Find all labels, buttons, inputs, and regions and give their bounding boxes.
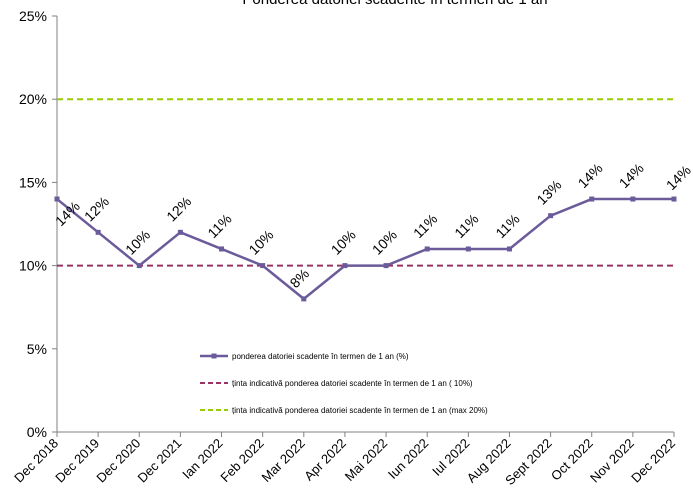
data-label: 10% bbox=[328, 227, 359, 258]
x-tick-label: Dec 2021 bbox=[135, 436, 185, 486]
data-point bbox=[342, 263, 348, 269]
x-tick-label: Apr 2022 bbox=[301, 436, 349, 484]
data-point bbox=[506, 246, 512, 252]
x-tick-label: Dec 2018 bbox=[11, 436, 61, 486]
y-tick-label: 5% bbox=[27, 341, 47, 357]
data-label: 13% bbox=[533, 177, 564, 208]
data-point bbox=[671, 196, 677, 202]
y-tick-label: 0% bbox=[27, 424, 47, 440]
data-point bbox=[177, 229, 183, 235]
data-label: 14% bbox=[575, 160, 606, 191]
data-label: 10% bbox=[369, 227, 400, 258]
data-label: 14% bbox=[52, 198, 83, 229]
data-label: 11% bbox=[410, 211, 440, 241]
data-label: 12% bbox=[81, 193, 112, 224]
data-label: 14% bbox=[663, 162, 693, 193]
data-label: 11% bbox=[204, 211, 234, 241]
x-tick-label: Nov 2022 bbox=[587, 436, 637, 486]
data-point bbox=[548, 213, 554, 219]
legend-label: ținta indicativă ponderea datoriei scade… bbox=[232, 406, 488, 415]
legend-marker bbox=[211, 353, 217, 359]
data-point bbox=[301, 296, 307, 302]
data-point bbox=[424, 246, 430, 252]
y-tick-label: 15% bbox=[19, 174, 47, 190]
data-point bbox=[589, 196, 595, 202]
x-tick-label: Dec 2020 bbox=[93, 436, 143, 486]
data-point bbox=[630, 196, 636, 202]
series-line bbox=[56, 197, 674, 301]
x-tick-label: Iun 2022 bbox=[385, 436, 431, 482]
data-point bbox=[54, 196, 60, 202]
x-tick-label: Mai 2022 bbox=[342, 436, 390, 484]
x-tick-label: Feb 2022 bbox=[217, 436, 266, 485]
data-point bbox=[383, 263, 389, 269]
y-tick-label: 25% bbox=[19, 8, 47, 24]
chart-title: Ponderea datoriei scadente în termen de … bbox=[242, 0, 547, 8]
data-point bbox=[95, 229, 101, 235]
x-tick-label: Dec 2019 bbox=[52, 436, 102, 486]
legend-label: ponderea datoriei scadente în termen de … bbox=[232, 352, 409, 361]
y-tick-label: 10% bbox=[19, 258, 47, 274]
data-label: 11% bbox=[492, 211, 522, 241]
x-tick-label: Dec 2022 bbox=[628, 436, 678, 486]
data-point bbox=[260, 263, 266, 269]
data-label: 10% bbox=[245, 227, 276, 258]
data-point bbox=[136, 263, 142, 269]
data-label: 11% bbox=[451, 211, 481, 241]
y-tick-label: 20% bbox=[19, 91, 47, 107]
data-label: 12% bbox=[163, 193, 194, 224]
data-point bbox=[219, 246, 225, 252]
data-label: 14% bbox=[616, 160, 647, 191]
data-label: 10% bbox=[122, 227, 153, 258]
legend-label: ținta indicativă ponderea datoriei scade… bbox=[232, 379, 473, 388]
data-point bbox=[465, 246, 471, 252]
x-tick-label: Mar 2022 bbox=[258, 436, 307, 485]
